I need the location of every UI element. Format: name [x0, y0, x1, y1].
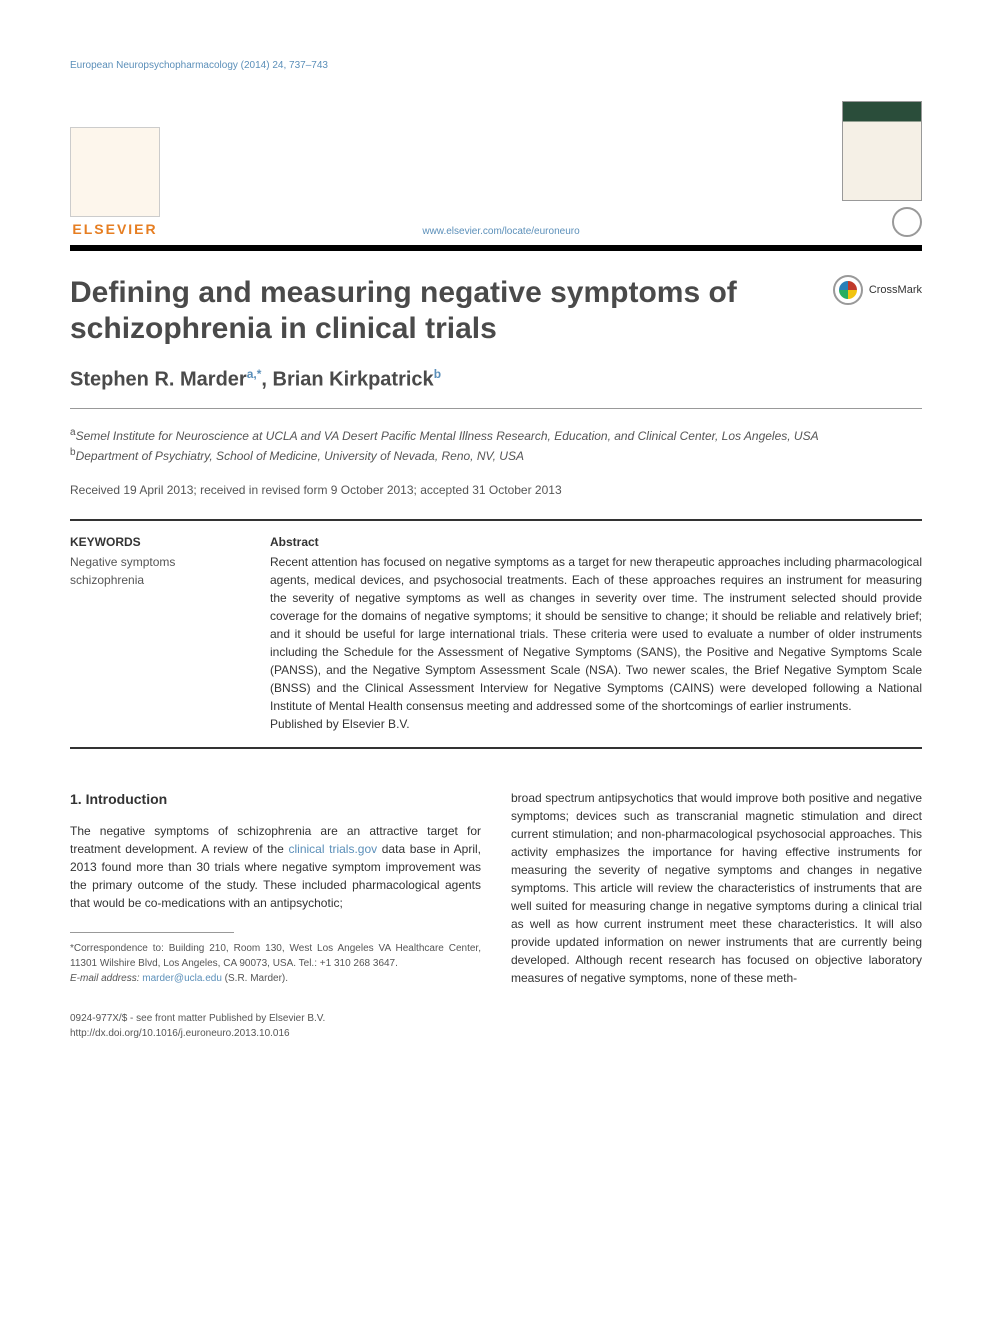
- keywords-heading: KEYWORDS: [70, 535, 240, 549]
- journal-header: ELSEVIER www.elsevier.com/locate/euroneu…: [70, 101, 922, 237]
- affiliation-a: Semel Institute for Neuroscience at UCLA…: [76, 429, 819, 443]
- author-2: , Brian Kirkpatrick: [261, 369, 433, 391]
- crossmark[interactable]: CrossMark: [833, 275, 922, 305]
- intro-heading: 1. Introduction: [70, 789, 481, 810]
- journal-badge-icon: [892, 207, 922, 237]
- journal-cover-icon: [842, 101, 922, 201]
- author-2-sup: b: [434, 367, 441, 381]
- keywords-text: Negative symptoms schizophrenia: [70, 553, 240, 589]
- elsevier-label: ELSEVIER: [72, 221, 157, 237]
- abstract-heading: Abstract: [270, 535, 922, 549]
- footnote-rule: [70, 932, 234, 933]
- email-link[interactable]: marder@ucla.edu: [142, 973, 222, 984]
- journal-cover-group: [842, 101, 922, 237]
- clinicaltrials-link[interactable]: clinical trials.gov: [288, 842, 377, 856]
- column-left: 1. Introduction The negative symptoms of…: [70, 789, 481, 987]
- title-rule: [70, 245, 922, 251]
- author-1-sup: a,*: [247, 367, 262, 381]
- authors: Stephen R. Mardera,*, Brian Kirkpatrickb: [70, 367, 922, 392]
- correspondence-footnote: *Correspondence to: Building 210, Room 1…: [70, 941, 481, 986]
- crossmark-label: CrossMark: [869, 284, 922, 296]
- author-1: Stephen R. Marder: [70, 369, 247, 391]
- body-columns: 1. Introduction The negative symptoms of…: [70, 789, 922, 987]
- column-right: broad spectrum antipsychotics that would…: [511, 789, 922, 987]
- running-header: European Neuropsychopharmacology (2014) …: [70, 60, 922, 71]
- affiliations: aSemel Institute for Neuroscience at UCL…: [70, 425, 922, 465]
- article-title: Defining and measuring negative symptoms…: [70, 275, 833, 347]
- journal-url[interactable]: www.elsevier.com/locate/euroneuro: [160, 226, 842, 237]
- email-label: E-mail address:: [70, 973, 142, 984]
- bottom-meta: 0924-977X/$ - see front matter Published…: [70, 1011, 922, 1041]
- doi-line: http://dx.doi.org/10.1016/j.euroneuro.20…: [70, 1026, 922, 1041]
- author-rule: [70, 408, 922, 409]
- abstract-block: KEYWORDS Negative symptoms schizophrenia…: [70, 519, 922, 749]
- affiliation-b: Department of Psychiatry, School of Medi…: [76, 449, 524, 463]
- crossmark-icon: [833, 275, 863, 305]
- front-matter-line: 0924-977X/$ - see front matter Published…: [70, 1011, 922, 1026]
- intro-paragraph-2: broad spectrum antipsychotics that would…: [511, 789, 922, 987]
- elsevier-tree-icon: [70, 127, 160, 217]
- article-dates: Received 19 April 2013; received in revi…: [70, 483, 922, 497]
- intro-paragraph-1: The negative symptoms of schizophrenia a…: [70, 822, 481, 912]
- abstract-publisher-line: Published by Elsevier B.V.: [270, 717, 410, 731]
- elsevier-logo: ELSEVIER: [70, 127, 160, 237]
- abstract-text: Recent attention has focused on negative…: [270, 553, 922, 733]
